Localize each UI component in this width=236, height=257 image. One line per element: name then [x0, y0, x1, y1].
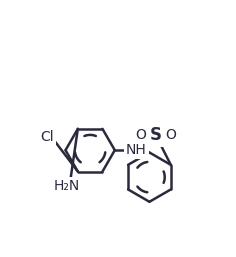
- Text: Cl: Cl: [40, 130, 54, 144]
- Text: O: O: [166, 128, 177, 142]
- Text: O: O: [135, 128, 146, 142]
- Text: NH: NH: [126, 143, 147, 157]
- Text: S: S: [150, 126, 162, 144]
- Text: H₂N: H₂N: [54, 179, 80, 193]
